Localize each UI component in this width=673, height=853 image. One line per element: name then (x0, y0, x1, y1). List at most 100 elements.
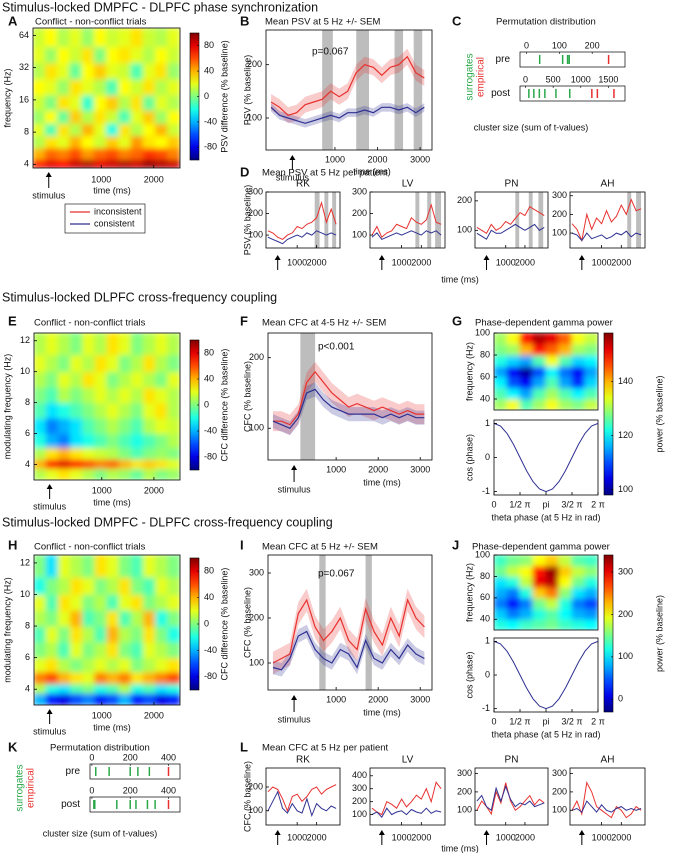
heatmap-cell (519, 555, 534, 567)
row-box (519, 85, 626, 102)
heatmap-cell (118, 354, 132, 373)
patient-label: LV (402, 179, 414, 190)
heatmap-cell (81, 78, 95, 96)
colorbar-tick-label: 40 (204, 373, 214, 383)
x-axis-label: cluster size (sum of t-values) (43, 828, 158, 838)
heatmap-cell (494, 387, 508, 400)
heatmap-cell (167, 354, 180, 373)
x-tick-label: 2000 (611, 257, 631, 267)
heatmap-cell (70, 555, 84, 578)
colorbar-tick-label: -40 (204, 116, 217, 126)
heatmap-cell (56, 109, 71, 124)
y-tick-label: 12 (20, 335, 30, 345)
heatmap-cell (167, 333, 180, 356)
heatmap-cell (155, 447, 169, 460)
heatmap-cell (494, 555, 508, 567)
heatmap-cell (506, 608, 521, 620)
heatmap-cell (44, 147, 58, 160)
heatmap-cell (167, 94, 180, 111)
heatmap-cell (69, 28, 83, 48)
y-tick-label: 8 (24, 126, 29, 136)
heatmap-cell (571, 343, 586, 356)
y-tick-label: 100 (457, 225, 472, 235)
series-line (273, 370, 425, 426)
heatmap-cell (57, 333, 71, 356)
heatmap-cell (571, 575, 586, 588)
heatmap-cell (81, 46, 95, 64)
heatmap-cell (155, 62, 169, 80)
heatmap-cell (82, 447, 96, 460)
x-tick-label: 1500 (598, 74, 618, 84)
heatmap-cell (81, 135, 95, 149)
heatmap-cell (167, 78, 180, 96)
plot-frame (493, 332, 599, 411)
series-line (371, 807, 442, 819)
heatmap-cell (167, 109, 180, 124)
heatmap-cell (93, 62, 107, 80)
plot-frame (493, 419, 599, 496)
x-axis-label: time (ms) (93, 185, 131, 195)
heatmap-cell (44, 94, 58, 111)
cosine-line (493, 422, 599, 493)
colorbar-tick-label: -40 (204, 425, 217, 435)
series-line (571, 800, 642, 813)
x-tick-label: 1000 (326, 464, 346, 474)
heatmap-cell (118, 593, 132, 611)
heatmap-cell (82, 609, 96, 627)
heatmap-cell (155, 122, 169, 137)
heatmap-cell (82, 371, 96, 388)
row-label: post (61, 799, 80, 810)
heatmap-cell (167, 576, 180, 595)
heatmap-cell (571, 618, 586, 630)
x-tick-label: 0 (491, 716, 496, 726)
y-tick-label: 40 (480, 393, 490, 403)
heatmap-cell (45, 671, 59, 685)
heatmap-cell (558, 608, 573, 620)
heatmap-cell (118, 147, 132, 160)
heatmap-cell (142, 147, 157, 160)
heatmap-cell (155, 467, 169, 480)
heatmap-cell (45, 433, 59, 449)
heatmap-cell (130, 135, 144, 149)
heatmap-cell (94, 371, 108, 388)
heatmap-cell (167, 371, 180, 388)
x-tick-label: 2000 (307, 257, 327, 267)
heatmap-cell (130, 371, 144, 388)
heatmap-cell (106, 402, 120, 419)
heatmap-cell (34, 467, 47, 480)
heatmap-cell (106, 46, 120, 64)
heatmap-cell (494, 586, 508, 599)
heatmap-cell (118, 46, 132, 64)
x-tick-label: 1000 (496, 257, 516, 267)
heatmap-cell (167, 386, 180, 404)
heatmap-cell (70, 609, 84, 627)
heatmap-cell (506, 333, 521, 345)
heatmap-cell (118, 433, 132, 449)
heatmap-cell (519, 333, 534, 345)
heatmap-cell (584, 618, 598, 630)
colorbar-label: CFC difference (% baseline) (219, 568, 229, 681)
heatmap-cell (57, 692, 71, 705)
heatmap-cell (82, 555, 96, 578)
y-tick-label: 100 (248, 229, 263, 239)
arrow-head (378, 255, 385, 260)
colorbar-tick-label: -40 (204, 645, 217, 655)
heatmap-cell (34, 333, 47, 356)
heatmap-cell (82, 671, 96, 685)
arrow-head (46, 484, 53, 489)
heatmap-cells (34, 555, 180, 705)
series-line (476, 784, 545, 812)
heatmap-cell (106, 354, 120, 373)
heatmap (34, 333, 180, 480)
x-tick-label: 1000 (496, 832, 516, 842)
heatmap-cell (57, 625, 71, 643)
heatmap-cell (130, 417, 144, 435)
heatmap-cell (70, 467, 84, 480)
heatmap-cell (94, 683, 108, 694)
y-tick-label: 16 (19, 94, 29, 104)
heatmap-cell (44, 28, 58, 48)
heatmap-cell (155, 354, 169, 373)
heatmap-cell (57, 402, 71, 419)
heatmap-cell (130, 447, 144, 460)
y-axis-label: modulating frequency (Hz) (2, 354, 12, 460)
